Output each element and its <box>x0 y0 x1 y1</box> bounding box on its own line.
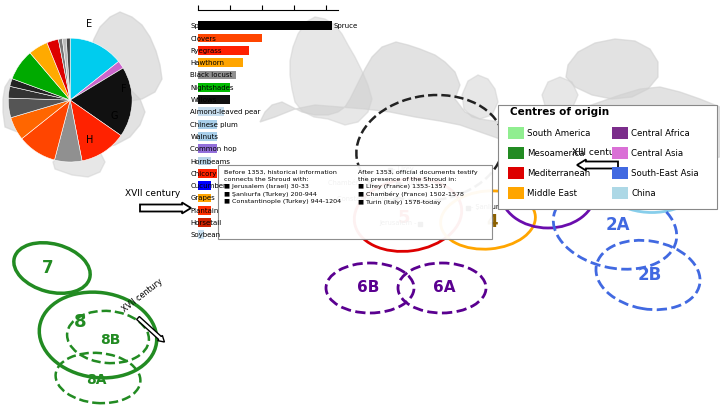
Text: 8: 8 <box>73 313 86 331</box>
Wedge shape <box>66 38 70 100</box>
Text: Jerusalem -: Jerusalem - <box>379 220 417 226</box>
Text: Centres of origin: Centres of origin <box>510 107 609 117</box>
Bar <box>508 167 524 179</box>
Wedge shape <box>47 39 70 100</box>
Wedge shape <box>22 100 70 160</box>
Bar <box>198 120 217 128</box>
Text: Mediterranean: Mediterranean <box>527 168 590 178</box>
Bar <box>612 187 628 199</box>
FancyArrow shape <box>137 317 164 342</box>
Polygon shape <box>462 75 498 119</box>
Wedge shape <box>63 38 70 100</box>
Text: - Şanlıurfa: - Şanlıurfa <box>471 204 505 210</box>
Wedge shape <box>9 86 70 100</box>
Text: XVII century: XVII century <box>120 277 164 314</box>
Bar <box>198 231 204 239</box>
Polygon shape <box>3 79 145 149</box>
Text: Central Africa: Central Africa <box>631 128 690 138</box>
Wedge shape <box>9 98 70 118</box>
Bar <box>198 58 243 67</box>
Bar <box>198 83 230 92</box>
Bar <box>198 157 211 166</box>
Text: 2B: 2B <box>638 266 662 284</box>
Text: South-East Asia: South-East Asia <box>631 168 698 178</box>
Text: 7: 7 <box>42 259 54 277</box>
Wedge shape <box>55 100 82 162</box>
Bar <box>198 206 211 215</box>
Bar <box>198 218 211 227</box>
Polygon shape <box>566 39 658 99</box>
FancyBboxPatch shape <box>218 165 492 239</box>
Bar <box>198 132 217 141</box>
Wedge shape <box>11 100 70 139</box>
Text: - Turin: - Turin <box>401 180 422 186</box>
Text: 1: 1 <box>645 161 659 179</box>
Text: 8A: 8A <box>86 373 107 387</box>
Bar <box>612 147 628 159</box>
Wedge shape <box>70 68 132 136</box>
Text: - Lirey: - Lirey <box>393 166 413 172</box>
Wedge shape <box>70 38 119 100</box>
Text: E: E <box>86 19 92 29</box>
FancyArrow shape <box>577 159 618 171</box>
Text: Mesoamerica: Mesoamerica <box>527 148 585 158</box>
Text: 4: 4 <box>486 213 498 231</box>
Text: South America: South America <box>527 128 590 138</box>
Text: G: G <box>110 111 118 121</box>
Bar <box>198 34 262 43</box>
Text: China: China <box>631 188 656 198</box>
Text: 6A: 6A <box>433 281 455 296</box>
Text: Central Asia: Central Asia <box>631 148 683 158</box>
Bar <box>198 108 223 116</box>
Text: Chambéry -: Chambéry - <box>328 178 367 186</box>
Text: 6B: 6B <box>357 281 379 296</box>
Bar <box>612 167 628 179</box>
Text: After 1353, official documents testify
the presence of the Shroud in:
■ Lirey (F: After 1353, official documents testify t… <box>358 170 477 205</box>
Text: Spruce: Spruce <box>334 23 358 29</box>
Text: F: F <box>121 84 127 94</box>
Polygon shape <box>620 152 635 165</box>
Bar <box>198 21 332 30</box>
Bar <box>198 70 236 79</box>
Wedge shape <box>58 39 70 100</box>
Polygon shape <box>53 147 105 177</box>
Polygon shape <box>260 42 720 162</box>
Bar <box>198 95 230 104</box>
Bar <box>198 169 217 178</box>
Text: 2A: 2A <box>606 216 630 234</box>
Wedge shape <box>12 53 70 100</box>
Text: H: H <box>86 136 93 146</box>
Wedge shape <box>10 79 70 100</box>
Bar <box>198 144 217 153</box>
Text: XVII century: XVII century <box>125 189 181 198</box>
FancyBboxPatch shape <box>498 105 717 209</box>
Bar <box>198 181 211 190</box>
Bar <box>508 187 524 199</box>
Bar <box>198 193 211 202</box>
FancyArrow shape <box>140 203 191 214</box>
Wedge shape <box>70 61 123 100</box>
Bar <box>612 127 628 139</box>
Text: 5: 5 <box>397 209 410 227</box>
Polygon shape <box>88 12 162 102</box>
Text: Middle East: Middle East <box>527 188 577 198</box>
Wedge shape <box>30 43 70 100</box>
Text: Before 1353, historical information
connects the Shroud with:
■ Jerusalem (Israe: Before 1353, historical information conn… <box>224 170 341 204</box>
Polygon shape <box>290 17 372 125</box>
Text: XIII century: XIII century <box>572 148 624 157</box>
Polygon shape <box>542 77 578 115</box>
Bar <box>508 127 524 139</box>
Text: 3: 3 <box>541 183 554 201</box>
Bar <box>508 147 524 159</box>
Text: Constantinople -: Constantinople - <box>337 196 392 202</box>
Bar <box>198 46 249 55</box>
Text: 8B: 8B <box>100 333 120 347</box>
Wedge shape <box>70 100 121 161</box>
